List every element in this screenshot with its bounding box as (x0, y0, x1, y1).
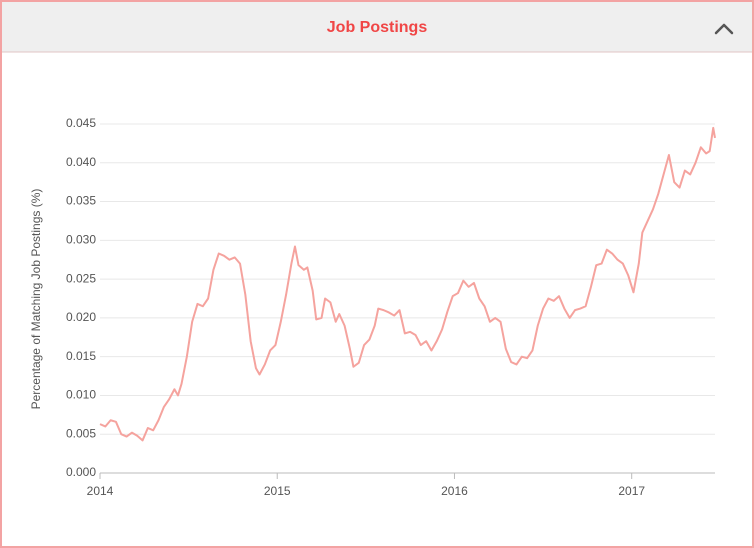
panel-header (2, 2, 752, 52)
y-tick-label: 0.005 (66, 426, 96, 440)
y-tick-label: 0.045 (66, 116, 96, 130)
x-tick-label: 2014 (87, 484, 114, 498)
y-tick-label: 0.030 (66, 233, 96, 247)
x-tick-label: 2017 (618, 484, 645, 498)
y-tick-label: 0.015 (66, 349, 96, 363)
y-tick-label: 0.035 (66, 194, 96, 208)
panel-title: Job Postings (327, 19, 428, 36)
x-tick-label: 2016 (441, 484, 468, 498)
collapse-chevron[interactable] (714, 23, 734, 35)
y-tick-label: 0.025 (66, 271, 96, 285)
x-tick-label: 2015 (264, 484, 291, 498)
y-tick-label: 0.040 (66, 155, 96, 169)
y-tick-label: 0.010 (66, 388, 96, 402)
y-tick-label: 0.020 (66, 310, 96, 324)
y-axis-label: Percentage of Matching Job Postings (%) (29, 189, 43, 410)
y-tick-label: 0.000 (66, 465, 96, 479)
data-line (99, 126, 716, 442)
